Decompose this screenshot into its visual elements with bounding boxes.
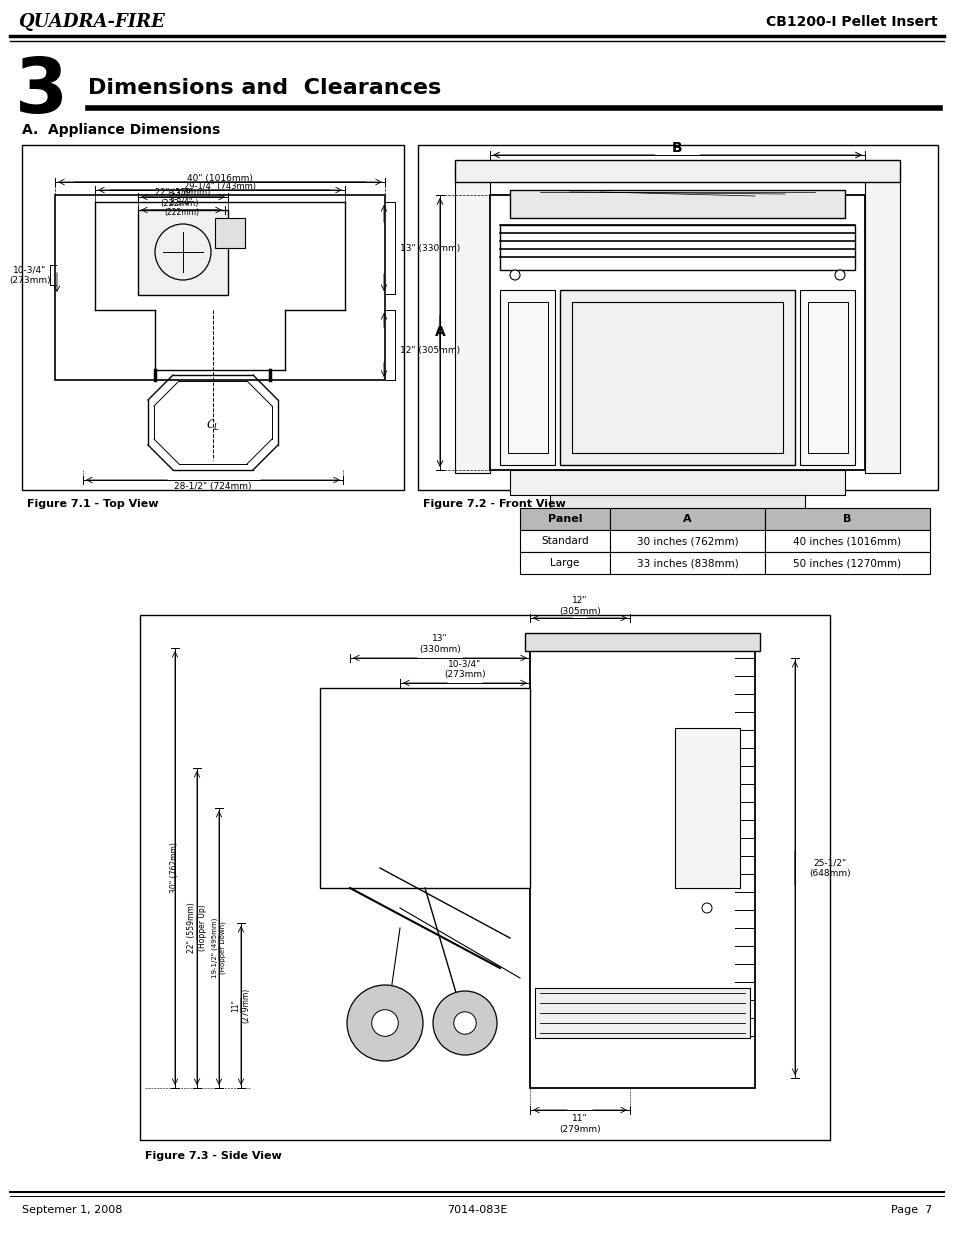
Text: 30 inches (762mm): 30 inches (762mm) xyxy=(636,536,738,546)
Text: 25-1/2"
(648mm): 25-1/2" (648mm) xyxy=(808,858,850,878)
Text: 22" (559mm): 22" (559mm) xyxy=(155,189,211,198)
Bar xyxy=(510,190,844,219)
Text: Figure 7.2 - Front View: Figure 7.2 - Front View xyxy=(422,499,565,509)
Bar xyxy=(609,530,764,552)
Bar xyxy=(499,225,854,270)
Bar xyxy=(572,303,782,453)
Text: 3: 3 xyxy=(15,56,68,128)
Text: 12"
(305mm): 12" (305mm) xyxy=(558,597,600,616)
Circle shape xyxy=(454,1011,476,1034)
Bar xyxy=(519,530,609,552)
Bar xyxy=(609,508,764,530)
Text: B: B xyxy=(842,514,851,524)
Bar xyxy=(140,615,829,1140)
Circle shape xyxy=(433,990,497,1055)
Text: B: B xyxy=(672,141,682,156)
Text: A: A xyxy=(435,326,445,340)
Bar xyxy=(490,195,864,471)
Bar xyxy=(609,552,764,574)
Text: 40 inches (1016mm): 40 inches (1016mm) xyxy=(793,536,901,546)
Text: Figure 7.3 - Side View: Figure 7.3 - Side View xyxy=(145,1151,281,1161)
Text: 7014-083E: 7014-083E xyxy=(446,1205,507,1215)
Bar xyxy=(519,508,609,530)
Text: 13"
(330mm): 13" (330mm) xyxy=(418,635,460,653)
Circle shape xyxy=(372,1010,398,1036)
Circle shape xyxy=(701,903,711,913)
Text: 40" (1016mm): 40" (1016mm) xyxy=(187,173,253,183)
Text: Large: Large xyxy=(550,558,579,568)
Text: Dimensions and  Clearances: Dimensions and Clearances xyxy=(88,78,441,98)
Text: Panel: Panel xyxy=(547,514,581,524)
Text: 50 inches (1270mm): 50 inches (1270mm) xyxy=(793,558,901,568)
Text: 13" (330mm): 13" (330mm) xyxy=(399,243,459,252)
Bar xyxy=(864,165,899,473)
Text: Septemer 1, 2008: Septemer 1, 2008 xyxy=(22,1205,122,1215)
Bar xyxy=(499,290,555,466)
Bar xyxy=(535,988,749,1037)
Text: Figure 7.1 - Top View: Figure 7.1 - Top View xyxy=(27,499,158,509)
Text: Standard: Standard xyxy=(540,536,588,546)
Bar xyxy=(319,688,530,888)
Text: 10-3/4"
(273mm): 10-3/4" (273mm) xyxy=(444,659,485,679)
Circle shape xyxy=(347,986,422,1061)
Bar xyxy=(55,195,385,380)
Circle shape xyxy=(834,270,844,280)
Bar xyxy=(800,290,854,466)
Bar xyxy=(507,303,547,453)
Text: 12" (305mm): 12" (305mm) xyxy=(399,346,459,354)
Text: 10-3/4"
(273mm): 10-3/4" (273mm) xyxy=(10,266,51,285)
Bar xyxy=(807,303,847,453)
Bar xyxy=(524,634,760,651)
Bar xyxy=(764,508,929,530)
Text: 19-1/2" (495mm)
(Hopper Down): 19-1/2" (495mm) (Hopper Down) xyxy=(212,918,226,978)
Text: 29-1/4" (743mm): 29-1/4" (743mm) xyxy=(184,182,255,190)
Text: $\mathcal{C}_L$: $\mathcal{C}_L$ xyxy=(206,417,219,432)
Bar xyxy=(455,165,490,473)
Bar xyxy=(675,727,740,888)
Bar xyxy=(455,161,899,182)
Text: 33 inches (838mm): 33 inches (838mm) xyxy=(636,558,738,568)
Bar xyxy=(530,648,754,1088)
Bar xyxy=(22,144,403,490)
Text: 8-3/4"
(222mm): 8-3/4" (222mm) xyxy=(164,198,199,216)
Text: 28-1/2" (724mm): 28-1/2" (724mm) xyxy=(174,483,252,492)
Bar xyxy=(764,552,929,574)
Bar xyxy=(764,530,929,552)
Text: A.  Appliance Dimensions: A. Appliance Dimensions xyxy=(22,124,220,137)
Text: Page  7: Page 7 xyxy=(890,1205,931,1215)
Bar xyxy=(510,471,844,495)
Text: CB1200-I Pellet Insert: CB1200-I Pellet Insert xyxy=(765,15,937,28)
Text: 11"
(279mm): 11" (279mm) xyxy=(558,1114,600,1134)
Text: 30" (762mm): 30" (762mm) xyxy=(171,842,179,893)
Bar xyxy=(214,219,245,248)
Bar xyxy=(138,210,228,295)
Bar xyxy=(519,552,609,574)
Circle shape xyxy=(510,270,519,280)
Text: 11"
(279mm): 11" (279mm) xyxy=(231,988,251,1023)
Text: A: A xyxy=(682,514,691,524)
Bar xyxy=(559,290,794,466)
Text: 22" (559mm)
(Hopper Up): 22" (559mm) (Hopper Up) xyxy=(187,903,207,953)
Bar xyxy=(550,495,804,513)
Bar xyxy=(417,144,937,490)
Text: 8-3/4"
(222mm): 8-3/4" (222mm) xyxy=(161,189,199,207)
Text: QUADRA-FIRE: QUADRA-FIRE xyxy=(18,14,165,31)
